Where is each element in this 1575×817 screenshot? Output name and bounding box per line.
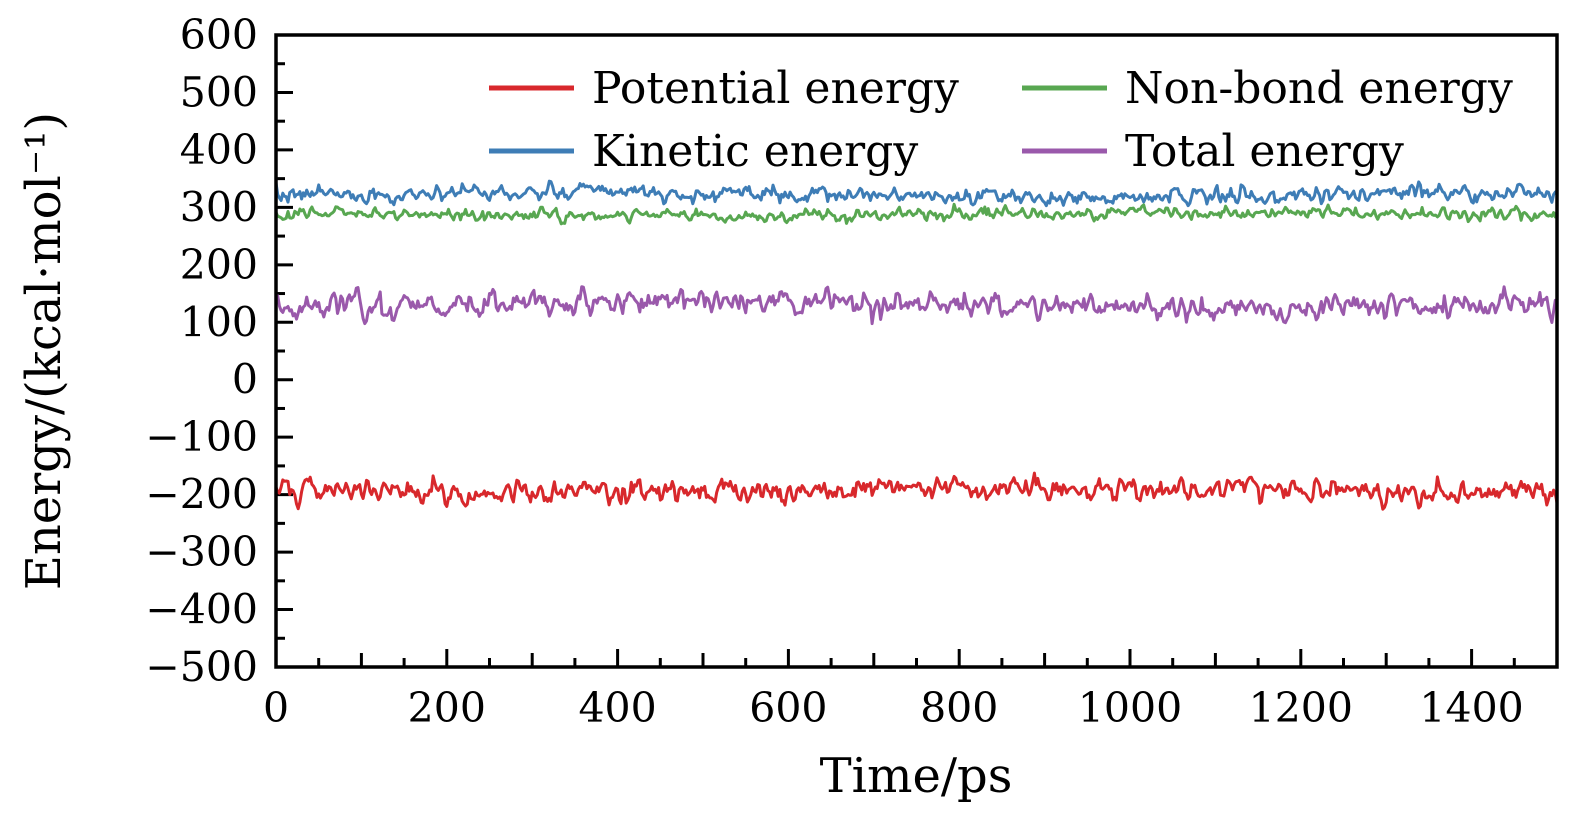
y-tick-label: 100 [180, 298, 258, 346]
x-tick-label: 200 [408, 684, 486, 732]
y-tick-label: 0 [232, 356, 258, 404]
y-tick-label: 200 [180, 241, 258, 289]
y-tick-label: −400 [145, 586, 258, 634]
legend-label: Total energy [1125, 126, 1404, 177]
series-line-non-bond-energy [274, 202, 1559, 226]
series-line-kinetic-energy [274, 179, 1559, 208]
y-tick-label: −200 [145, 471, 258, 519]
legend-item: Total energy [1022, 126, 1404, 177]
y-tick-label: 300 [180, 183, 258, 231]
series-line-potential-energy [274, 471, 1559, 511]
y-tick-label: 600 [180, 11, 258, 59]
x-tick-label: 0 [263, 684, 289, 732]
data-series [274, 179, 1559, 511]
axis-tick-labels: −500 −400 −300 −200 −100 0 100 200 300 400 500 600 0… [145, 11, 1523, 732]
legend-label: Kinetic energy [592, 126, 918, 177]
y-tick-label: 500 [180, 68, 258, 116]
legend-item: Non-bond energy [1022, 63, 1513, 114]
y-axis-title: Energy/(kcal·mol⁻¹) [16, 112, 72, 590]
x-tick-label: 800 [920, 684, 998, 732]
x-tick-label: 600 [749, 684, 827, 732]
x-tick-label: 1000 [1078, 684, 1182, 732]
legend: Potential energy Non-bond energy Kinetic e… [489, 63, 1513, 177]
y-tick-label: −500 [145, 643, 258, 691]
x-tick-label: 400 [578, 684, 656, 732]
series-line-total-energy [274, 285, 1559, 326]
y-tick-label: 400 [180, 126, 258, 174]
legend-item: Potential energy [489, 63, 959, 114]
legend-label: Non-bond energy [1125, 63, 1513, 114]
y-tick-label: −100 [145, 413, 258, 461]
x-axis-title: Time/ps [820, 748, 1013, 804]
legend-label: Potential energy [592, 63, 959, 114]
y-tick-label: −300 [145, 528, 258, 576]
legend-item: Kinetic energy [489, 126, 918, 177]
plot-frame [274, 33, 1559, 669]
x-tick-label: 1400 [1419, 684, 1523, 732]
x-tick-label: 1200 [1249, 684, 1353, 732]
